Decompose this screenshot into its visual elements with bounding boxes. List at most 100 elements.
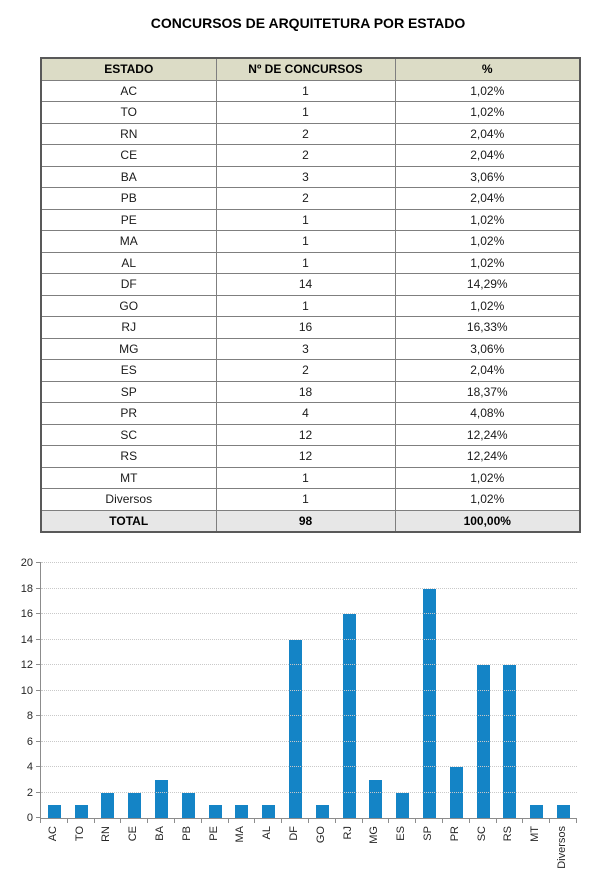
x-axis-tick bbox=[443, 819, 470, 823]
y-axis-tick bbox=[36, 791, 41, 793]
x-axis-tick bbox=[41, 819, 68, 823]
x-axis-tick bbox=[416, 819, 443, 823]
x-label-cell: AL bbox=[254, 826, 281, 895]
bar-Diversos bbox=[557, 805, 571, 818]
y-axis-label: 18 bbox=[20, 582, 33, 595]
percent-cell: 3,06% bbox=[394, 337, 581, 360]
x-axis-label: MG bbox=[368, 826, 381, 844]
y-axis-tick bbox=[36, 766, 41, 767]
bar-category-PE bbox=[202, 805, 229, 818]
table-row: DF 14 14,29% bbox=[40, 273, 581, 296]
y-axis-labels: 0 2 4 6 8 10 12 14 16 18 20 bbox=[0, 557, 33, 824]
estado-cell: DF bbox=[40, 273, 217, 296]
concursos-cell: 1 bbox=[215, 251, 396, 274]
x-axis-label: BA bbox=[154, 826, 167, 841]
bar-DF bbox=[289, 639, 303, 818]
bar-SP bbox=[423, 588, 437, 818]
concursos-cell: 4 bbox=[215, 402, 396, 425]
table-row: AL 1 1,02% bbox=[40, 251, 581, 274]
x-axis-label: PR bbox=[448, 826, 461, 842]
column-header-percent: % bbox=[394, 57, 581, 81]
bar-category-DF bbox=[282, 639, 309, 818]
gridline bbox=[41, 689, 577, 691]
estado-cell: RS bbox=[40, 445, 217, 468]
concursos-cell: 18 bbox=[215, 380, 396, 403]
bars-layer bbox=[41, 563, 577, 818]
x-axis-label: GO bbox=[314, 826, 327, 844]
estado-cell: TO bbox=[40, 101, 217, 124]
concursos-cell: 12 bbox=[215, 423, 396, 446]
y-axis-label: 0 bbox=[26, 812, 33, 824]
bar-CE bbox=[128, 792, 142, 818]
x-axis-label: TO bbox=[73, 826, 86, 842]
x-axis-tick bbox=[121, 819, 149, 823]
bar-MT bbox=[530, 805, 544, 818]
percent-cell: 16,33% bbox=[394, 316, 581, 339]
concursos-cell: 1 bbox=[215, 101, 396, 124]
x-label-cell: SP bbox=[415, 826, 442, 895]
y-axis-tick bbox=[36, 562, 41, 563]
estado-cell: BA bbox=[40, 165, 217, 188]
percent-cell: 1,02% bbox=[394, 208, 581, 231]
table-container: ESTADO Nº DE CONCURSOS % AC 1 1,02% TO 1 1,02… bbox=[40, 57, 581, 533]
x-axis-tick bbox=[363, 819, 390, 823]
x-axis-tick bbox=[497, 819, 524, 823]
bar-PR bbox=[449, 767, 463, 818]
total-percent-cell: 100,00% bbox=[394, 509, 581, 533]
y-axis-tick bbox=[36, 638, 41, 640]
concursos-cell: 2 bbox=[215, 144, 396, 167]
table-row: GO 1 1,02% bbox=[40, 294, 581, 317]
estado-cell: MT bbox=[40, 466, 217, 489]
table-row: PR 4 4,08% bbox=[40, 402, 581, 425]
x-label-cell: AC bbox=[40, 826, 67, 895]
gridline bbox=[41, 562, 577, 563]
bar-SC bbox=[476, 665, 490, 818]
table-row: ES 2 2,04% bbox=[40, 359, 581, 382]
bar-category-AL bbox=[255, 805, 282, 818]
x-label-cell: DF bbox=[281, 826, 308, 895]
y-axis-label: 20 bbox=[20, 557, 33, 569]
x-label-cell: CE bbox=[120, 826, 147, 895]
estado-cell: PE bbox=[40, 208, 217, 231]
x-axis-label: SC bbox=[475, 826, 488, 842]
percent-cell: 4,08% bbox=[394, 402, 581, 425]
table-header-row: ESTADO Nº DE CONCURSOS % bbox=[40, 57, 581, 81]
y-axis-tick bbox=[36, 817, 41, 818]
x-axis-label: ES bbox=[395, 826, 408, 841]
concursos-cell: 3 bbox=[215, 165, 396, 188]
x-axis-tick bbox=[202, 819, 229, 823]
x-axis-tick bbox=[175, 819, 202, 823]
percent-cell: 1,02% bbox=[394, 79, 581, 102]
estado-cell: PR bbox=[40, 402, 217, 425]
bar-category-RJ bbox=[336, 614, 363, 818]
gridline bbox=[41, 715, 577, 716]
x-axis-tick bbox=[255, 819, 283, 823]
table-row: RS 12 12,24% bbox=[40, 445, 581, 468]
concursos-cell: 1 bbox=[215, 488, 396, 511]
estado-cell: MG bbox=[40, 337, 217, 360]
gridline bbox=[41, 638, 577, 640]
x-label-cell: MT bbox=[522, 826, 549, 895]
x-axis-label: AC bbox=[46, 826, 59, 842]
x-axis-tick bbox=[550, 819, 577, 823]
table-row: BA 3 3,06% bbox=[40, 165, 581, 188]
estado-cell: ES bbox=[40, 359, 217, 382]
y-axis-label: 6 bbox=[26, 735, 33, 748]
bar-category-MG bbox=[363, 779, 390, 818]
table-row: PE 1 1,02% bbox=[40, 208, 581, 231]
gridline bbox=[41, 664, 577, 665]
bar-category-PR bbox=[443, 767, 470, 818]
x-axis-ticks bbox=[40, 819, 577, 823]
percent-cell: 2,04% bbox=[394, 187, 581, 210]
y-axis-tick bbox=[36, 715, 41, 716]
concursos-cell: 12 bbox=[215, 445, 396, 468]
table-row: SC 12 12,24% bbox=[40, 423, 581, 446]
table-row: RJ 16 16,33% bbox=[40, 316, 581, 339]
bar-AL bbox=[262, 805, 276, 818]
bar-category-CE bbox=[121, 792, 148, 818]
total-label-cell: TOTAL bbox=[40, 509, 217, 533]
concursos-cell: 1 bbox=[215, 230, 396, 253]
bar-category-BA bbox=[148, 779, 175, 818]
concursos-cell: 1 bbox=[215, 294, 396, 317]
